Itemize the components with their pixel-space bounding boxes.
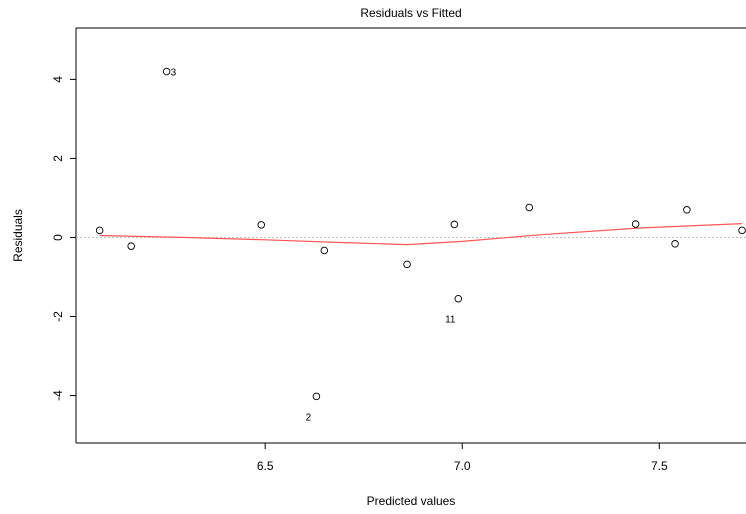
data-point [738,226,746,235]
x-tick-label: 7.0 [454,459,471,473]
y-tick-label: 2 [51,155,65,162]
chart-title: Residuals vs Fitted [360,6,461,20]
data-point [671,240,679,248]
point-label: 11 [445,315,456,326]
data-point [95,226,104,235]
y-tick-label: 4 [51,76,65,83]
y-tick-label: -2 [51,311,65,322]
y-tick-label: 0 [51,234,65,241]
plot-area: 6.5 7.0 7.5 -4 -2 0 2 4 3 2 11 [51,27,746,473]
x-tick-label: 6.5 [257,459,274,473]
data-point [257,221,265,229]
data-point [403,260,411,269]
data-point [312,392,321,401]
data-point [683,206,691,214]
data-point [320,246,329,255]
x-axis-label: Predicted values [367,494,456,508]
data-point [162,67,171,76]
smooth-line [99,223,743,246]
y-axis-label: Residuals [11,209,25,262]
data-point [127,242,135,250]
data-point [450,220,459,229]
data-point [631,220,640,228]
x-tick-label: 7.5 [651,459,668,473]
data-point [525,203,533,212]
y-tick-label: -4 [51,390,65,401]
data-point [454,294,463,303]
point-label: 2 [306,412,312,423]
point-label: 3 [171,67,177,78]
